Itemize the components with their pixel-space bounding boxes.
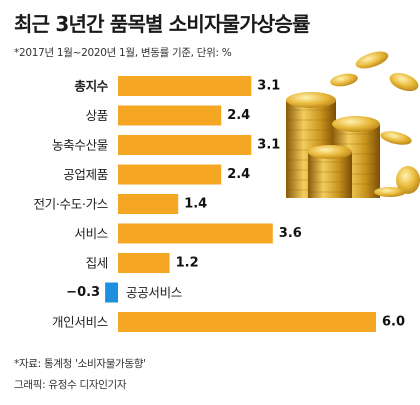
chart-subtitle: *2017년 1월~2020년 1월, 변동률 기준, 단위: % [14, 47, 232, 59]
value-label: 2.4 [227, 108, 250, 123]
bar [118, 312, 376, 332]
bar [118, 223, 273, 244]
page-title: 최근 3년간 품목별 소비자물가상승률 [14, 12, 310, 36]
bar [118, 194, 179, 214]
flying-coin [389, 72, 419, 92]
value-label: 1.4 [184, 197, 207, 212]
coin-stack-front [308, 145, 352, 198]
flying-coin [380, 131, 412, 145]
category-label: 공공서비스 [126, 285, 182, 300]
flying-coin [330, 73, 358, 87]
bar [105, 282, 118, 303]
value-label: 3.1 [257, 138, 280, 153]
value-label: 1.2 [176, 256, 199, 271]
bar [118, 253, 170, 273]
value-label: 6.0 [382, 315, 405, 330]
bar [118, 135, 252, 155]
flying-coin [396, 166, 420, 194]
bar [118, 76, 252, 96]
category-label: 상품 [86, 108, 108, 123]
gold-coins-illustration [286, 51, 420, 198]
value-label: −0.3 [66, 285, 100, 300]
bar [118, 105, 222, 126]
category-label: 농축수산물 [52, 138, 108, 153]
flying-coin [355, 51, 389, 69]
category-label: 집세 [86, 256, 108, 271]
bar [118, 164, 222, 185]
source-note: *자료: 통계청 '소비자물가동향' [14, 358, 146, 370]
category-label: 공업제품 [63, 167, 108, 182]
graphic-credit: 그래픽: 유정수 디자인기자 [14, 379, 127, 391]
value-label: 2.4 [227, 167, 250, 182]
category-label: 전기·수도·가스 [33, 197, 108, 212]
category-label: 서비스 [74, 226, 108, 241]
value-label: 3.1 [257, 79, 280, 94]
category-label: 총지수 [74, 79, 108, 94]
value-label: 3.6 [279, 226, 302, 241]
category-label: 개인서비스 [52, 315, 108, 330]
bar-chart: 3.1 총지수 2.4 상품 3.1 농축수산물 2.4 공업제품 1.4 전기·수도·가스 3.6… [33, 76, 405, 332]
flying-coin [374, 187, 406, 197]
